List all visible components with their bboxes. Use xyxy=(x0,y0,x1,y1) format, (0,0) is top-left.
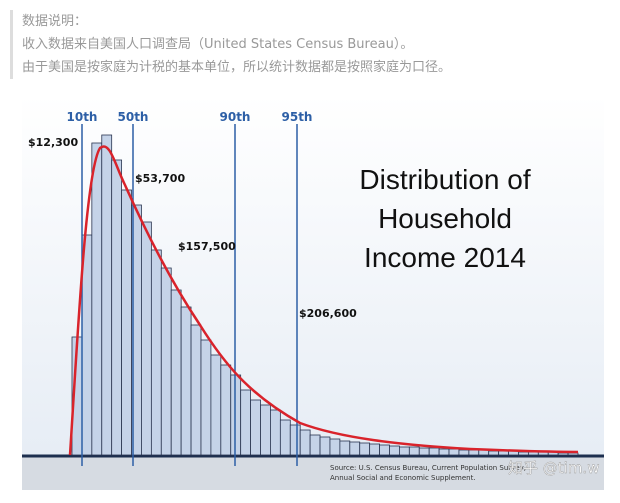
fitted-curve xyxy=(68,145,579,456)
bar xyxy=(408,446,420,456)
bar xyxy=(299,429,311,456)
bar xyxy=(369,443,380,456)
bar xyxy=(518,451,529,456)
bar xyxy=(428,447,440,456)
bar xyxy=(359,442,371,456)
percentile-label: 90th xyxy=(220,110,251,124)
chart-footer xyxy=(22,455,604,490)
bar xyxy=(141,221,152,456)
note: 数据说明： 收入数据来自美国人口调查局（United States Census… xyxy=(10,10,451,79)
source: Annual Social and Economic Supplement. xyxy=(330,474,476,482)
bar xyxy=(200,339,212,456)
watermark: 知乎 @tim.w xyxy=(508,459,599,477)
bar xyxy=(418,447,430,456)
percentile-label: 50th xyxy=(118,110,149,124)
bar xyxy=(170,289,182,456)
bar xyxy=(210,354,222,456)
bar xyxy=(557,452,569,456)
bar xyxy=(101,134,113,456)
bar xyxy=(448,448,460,456)
bar xyxy=(309,434,321,456)
percentile-income: $53,700 xyxy=(135,172,185,185)
bar xyxy=(190,324,202,456)
percentile-label: 95th xyxy=(282,110,313,124)
bar xyxy=(438,448,450,456)
bar xyxy=(260,404,271,456)
note-line: 由于美国是按家庭为计税的基本单位，所以统计数据都是按照家庭为口径。 xyxy=(22,60,452,75)
bar xyxy=(160,267,172,456)
bar xyxy=(567,452,579,456)
bar xyxy=(180,306,192,456)
note-line: 收入数据来自美国人口调查局（United States Census Burea… xyxy=(22,37,414,52)
bar xyxy=(399,446,410,456)
bar xyxy=(319,436,331,456)
bar xyxy=(468,449,480,456)
note-label: 数据说明： xyxy=(22,14,88,29)
bar xyxy=(250,399,261,456)
bar xyxy=(279,419,291,456)
bar xyxy=(121,189,132,456)
bar xyxy=(240,389,251,456)
bar xyxy=(111,159,123,456)
percentile-income: $12,300 xyxy=(28,136,78,149)
bar xyxy=(289,424,301,456)
bar xyxy=(488,450,500,456)
bar xyxy=(339,440,351,456)
bar xyxy=(389,445,400,456)
percentile-income: $157,500 xyxy=(178,240,236,253)
bar xyxy=(91,142,103,456)
chart-title: Distribution of Household Income 2014 xyxy=(359,164,531,273)
percentile-label: 10th xyxy=(67,110,98,124)
bar xyxy=(270,409,281,456)
bar xyxy=(220,364,232,456)
bar xyxy=(379,444,390,456)
bar xyxy=(349,441,361,456)
source: Source: U.S. Census Bureau, Current Popu… xyxy=(330,464,526,472)
bar xyxy=(329,438,341,456)
bar xyxy=(150,249,162,456)
percentile-income: $206,600 xyxy=(299,307,357,320)
bar xyxy=(458,449,470,456)
